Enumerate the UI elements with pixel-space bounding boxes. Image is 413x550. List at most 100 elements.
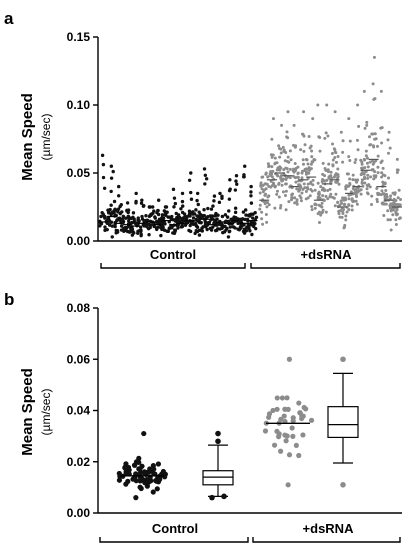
panel-a-point (249, 201, 254, 205)
panel-a-point (156, 198, 161, 202)
panel-b-y-ticks: 0.00 0.02 0.04 0.06 0.08 (67, 301, 98, 520)
panel-a-point (134, 201, 138, 205)
panel-a-point (301, 162, 305, 166)
panel-a-point (285, 130, 289, 134)
panel-a-point (263, 202, 267, 206)
panel-a-point (248, 213, 252, 217)
panel-a-point (189, 197, 194, 201)
panel-a-point (328, 187, 332, 191)
panel-a-point (258, 207, 262, 211)
panel-a-point (180, 224, 185, 229)
panel-a-point (349, 190, 353, 194)
panel-a-point (136, 231, 140, 235)
panel-b-point (136, 459, 142, 465)
panel-b-point (136, 455, 142, 461)
panel-a-point (344, 214, 348, 218)
panel-a-point (196, 202, 200, 207)
panel-a-point (225, 215, 230, 219)
panel-a-point (112, 199, 117, 204)
panel-a-point (329, 192, 333, 196)
panel-a-point (383, 174, 387, 178)
panel-b-ylabel-unit: (µm/sec) (39, 389, 53, 436)
panel-a-point (399, 198, 403, 202)
panel-a-point (375, 197, 379, 201)
panel-a-point (253, 226, 258, 231)
panel-a-point (337, 182, 341, 186)
panel-a-point (319, 213, 323, 217)
panel-a-point (100, 153, 105, 158)
panel-a-point (383, 193, 387, 197)
panel-a-point (266, 195, 270, 199)
panel-a-point (371, 132, 375, 136)
panel-b-point (270, 407, 276, 414)
panel-a-point (356, 186, 360, 190)
panel-b-point (271, 442, 278, 448)
panel-a-point (242, 231, 247, 235)
panel-a-point (220, 223, 224, 227)
panel-a-point (180, 191, 185, 196)
panel-a-point (220, 196, 224, 200)
panel-a-point (147, 233, 151, 237)
panel-a-point (308, 146, 312, 150)
panel-b-marks (116, 356, 359, 501)
panel-a-point (116, 210, 120, 214)
panel-a-point (344, 185, 348, 189)
panel-a-point (364, 154, 368, 158)
panel-a-point (111, 169, 115, 174)
panel-a-point (334, 151, 338, 155)
panel-b-point (150, 489, 156, 495)
panel-a-point (316, 181, 320, 185)
panel-a-point (360, 178, 364, 182)
panel-a-point (261, 222, 265, 226)
panel-a-point (273, 206, 277, 210)
panel-a-point (286, 170, 290, 174)
panel-a-point (307, 134, 311, 138)
panel-a-point (173, 228, 178, 232)
panel-a-point (267, 203, 271, 207)
panel-a-point (250, 216, 255, 220)
panel-a-point (125, 229, 130, 234)
panel-a-point (397, 188, 401, 192)
panel-a-point (107, 218, 111, 223)
panel-a-point (212, 194, 217, 198)
panel-a-point (154, 226, 159, 230)
panel-a-point (379, 89, 383, 93)
panel-a-point (264, 172, 268, 176)
panel-a-point (394, 198, 398, 202)
panel-a-point (362, 171, 366, 175)
panel-a-point (270, 137, 274, 141)
panel-b-outlier (221, 493, 227, 500)
panel-a-point (259, 182, 263, 186)
panel-a-point (319, 204, 323, 208)
panel-b-point (293, 442, 299, 449)
panel-a-point (139, 201, 144, 205)
panel-a-point (279, 176, 283, 180)
panel-a-point (295, 198, 299, 202)
panel-a-point (202, 167, 207, 171)
panel-a-point (348, 159, 352, 163)
panel-a-point (334, 160, 338, 164)
panel-a-point (334, 173, 338, 177)
panel-a-point (228, 178, 232, 182)
panel-a-point (348, 181, 352, 185)
panel-a-point (172, 196, 177, 200)
panel-a-point (291, 167, 295, 171)
panel-a-point (326, 188, 330, 192)
panel-a-point (147, 222, 152, 227)
panel-a-point (242, 227, 247, 231)
panel-a-point (171, 218, 175, 222)
panel-a-point (395, 171, 399, 175)
panel-a-point (379, 193, 383, 197)
panel-a-point (116, 207, 121, 211)
panel-a-point (265, 220, 269, 224)
panel-a-control-bracket (100, 263, 246, 269)
panel-a-point (216, 213, 220, 217)
panel-a-point (179, 207, 183, 211)
panel-a-point (120, 210, 124, 214)
panel-a-point (389, 194, 393, 198)
panel-a-point (368, 185, 372, 189)
panel-a-point (161, 216, 166, 220)
panel-a-point (380, 189, 384, 193)
panel-a-point (269, 179, 273, 183)
